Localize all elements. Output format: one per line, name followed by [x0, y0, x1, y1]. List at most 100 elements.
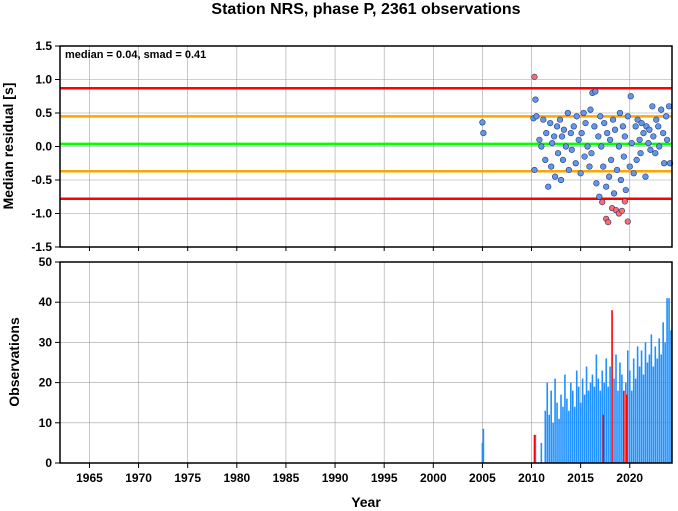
observation-bar [583, 394, 586, 463]
residual-point [647, 146, 654, 153]
observation-bar [591, 374, 594, 463]
residual-point [556, 116, 564, 123]
residual-point [588, 150, 595, 157]
observations-y-ticks: 0 10 20 30 40 50 [39, 255, 60, 470]
observation-bar [642, 374, 645, 463]
observations-panel: 0 10 20 30 40 50 1965 1970 1975 1980 1985 1990 1995… [6, 247, 673, 510]
residual-point [560, 126, 568, 133]
observation-bar [619, 362, 621, 463]
residual-point [542, 156, 549, 163]
reference-lines [60, 86, 672, 201]
observations-plot-frame [59, 261, 673, 464]
residual-point [592, 88, 599, 95]
residual-point [572, 160, 579, 167]
observation-bar [597, 378, 600, 463]
residual-point [531, 73, 538, 80]
residual-point [598, 143, 605, 150]
residual-point [578, 130, 585, 137]
observation-bar [544, 410, 547, 463]
residual-point [603, 183, 610, 190]
residual-point [599, 199, 606, 206]
observation-bar [587, 390, 590, 463]
residual-y-tick-label: -1.5 [31, 240, 52, 254]
residual-point [543, 130, 550, 137]
observation-bar [568, 410, 570, 463]
residual-point [480, 130, 487, 137]
observation-bar [640, 350, 643, 463]
year-tick-label: 1985 [273, 471, 300, 485]
residual-point [575, 136, 582, 143]
observation-bar [562, 406, 564, 463]
residual-point [606, 173, 613, 180]
residual-point [609, 116, 617, 123]
residual-point [582, 119, 589, 127]
residual-point [610, 190, 618, 197]
year-tick-label: 1990 [322, 471, 349, 485]
residual-point [613, 166, 621, 174]
observation-bar [546, 382, 549, 463]
observation-bar [482, 428, 485, 463]
observation-bar [644, 342, 647, 463]
residual-point [596, 193, 603, 200]
residual-point [533, 113, 540, 120]
residual-point [607, 136, 614, 143]
observation-bar [603, 382, 606, 463]
residual-point [573, 113, 580, 120]
residual-point [633, 156, 640, 163]
observation-bar [621, 374, 623, 463]
year-tick-label: 2020 [616, 471, 643, 485]
residual-grid [60, 45, 672, 248]
residual-point [553, 123, 561, 130]
residual-y-tick-label: 1.0 [35, 73, 52, 87]
chart-title: Station NRS, phase P, 2361 observations [211, 1, 520, 18]
residual-point [630, 170, 637, 177]
observation-bar [601, 370, 604, 463]
residual-point [604, 130, 611, 137]
residual-point [618, 207, 626, 214]
residual-point [626, 163, 633, 170]
observation-bar [550, 390, 552, 463]
year-tick-label: 1965 [76, 471, 103, 485]
observations-y-axis-label: Observations [6, 317, 22, 407]
residual-point [607, 156, 615, 163]
observations-y-tick-label: 30 [39, 335, 53, 349]
observation-bar [577, 386, 580, 463]
residual-point [565, 166, 572, 174]
residual-point [615, 143, 623, 150]
residual-point [652, 150, 659, 157]
residual-point [620, 153, 627, 160]
residual-point [564, 109, 571, 117]
residual-point [656, 143, 663, 150]
residual-point [601, 119, 608, 127]
observation-bar [617, 390, 619, 463]
residual-point [645, 140, 652, 147]
residual-point [663, 113, 670, 120]
residual-point [649, 103, 656, 110]
residual-point [660, 130, 667, 137]
year-tick-label: 2000 [420, 471, 447, 485]
observation-bar [650, 334, 653, 463]
observation-bar [579, 402, 582, 463]
observations-y-tick-label: 10 [39, 416, 53, 430]
residual-point [600, 163, 607, 170]
observation-bar [593, 386, 596, 463]
observations-y-tick-label: 20 [39, 376, 53, 390]
observations-y-tick-label: 0 [45, 456, 52, 470]
residual-point [570, 123, 577, 130]
year-x-axis-label: Year [351, 494, 381, 510]
residual-point [611, 126, 619, 133]
residual-point [558, 133, 566, 140]
observation-bar [668, 298, 670, 463]
residual-point [562, 143, 570, 150]
residual-y-tick-label: -1.0 [31, 207, 52, 221]
year-tick-label: 2010 [518, 471, 545, 485]
residual-point [621, 133, 628, 140]
observation-bar [570, 382, 572, 463]
observation-bar [595, 354, 598, 463]
observation-bar [564, 374, 566, 463]
residual-point [597, 113, 604, 120]
residual-panel: 1.5 1.0 0.5 0.0 -0.5 -1.0 -1.5 median = 0.04, … [0, 39, 674, 254]
observations-y-tick-label: 50 [39, 255, 53, 269]
residual-point [545, 183, 552, 190]
